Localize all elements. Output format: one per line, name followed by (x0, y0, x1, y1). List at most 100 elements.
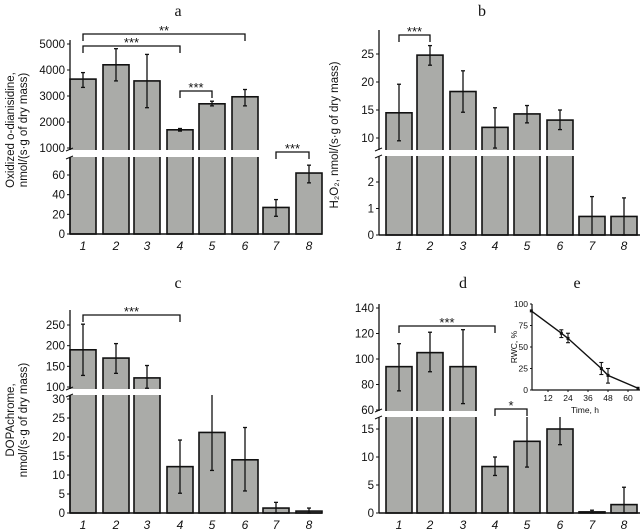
error-bar-1 (397, 83, 401, 142)
y-tick-label: 100 (514, 299, 528, 309)
axis-break-mark (65, 155, 74, 160)
axis-break-mark (374, 415, 383, 420)
y-tick-label: 0 (59, 229, 65, 241)
bracket-line (179, 90, 213, 98)
x-tick-label: 5 (524, 518, 531, 531)
bar-6 (546, 119, 574, 236)
error-bar-1 (81, 323, 85, 377)
error-bar-4 (493, 107, 497, 149)
bracket-line (275, 151, 310, 159)
x-tick-label: 7 (589, 239, 597, 253)
error-bar-2 (114, 342, 118, 375)
y-tick-label: 30 (52, 394, 65, 406)
y-tick-label: 50 (519, 342, 529, 352)
x-tick-label: 1 (80, 239, 87, 253)
y-tick-label: 140 (355, 303, 374, 315)
axis-break-mark (65, 393, 74, 398)
panel-title: c (174, 275, 181, 292)
y-tick-label: 5 (59, 489, 65, 501)
x-tick-label: 36 (583, 393, 593, 403)
x-tick-label: 2 (426, 518, 434, 531)
x-tick-label: 2 (112, 518, 120, 531)
x-tick-label: 3 (144, 518, 151, 531)
x-tick-label: 8 (306, 239, 313, 253)
x-tick-label: 5 (209, 518, 216, 531)
panel-c: c 100 150 200 250 0 5 10 15 20 25 30 1 2 3 4 5 6 7 8 DOPAchr… (5, 275, 324, 531)
error-bar-1 (397, 343, 401, 392)
significance-bracket: *** (179, 80, 213, 98)
y-tick-label: 0 (523, 385, 528, 395)
y-tick-label: 80 (361, 380, 374, 392)
y-tick-label: 150 (46, 361, 65, 373)
y-tick-label: 60 (52, 170, 65, 182)
significance-bracket: * (494, 398, 528, 416)
error-bar (606, 367, 610, 384)
error-bar-4 (178, 439, 182, 494)
significance-bracket: *** (275, 141, 310, 159)
x-tick-label: 7 (273, 518, 281, 531)
y-axis-label: nmol/(s·g of dry mass) (18, 363, 30, 478)
error-bar (599, 361, 604, 376)
x-tick-label: 2 (426, 239, 434, 253)
error-bar-8 (307, 164, 311, 184)
significance-label: *** (124, 35, 139, 50)
y-tick-label: 25 (519, 364, 529, 374)
x-tick-label: 7 (589, 518, 597, 531)
error-bar-2 (114, 48, 118, 82)
x-tick-label: 48 (603, 393, 613, 403)
x-tick-label: 1 (396, 239, 403, 253)
bracket-line (494, 408, 528, 416)
y-tick-label: 120 (355, 329, 374, 341)
y-tick-label: 10 (361, 133, 374, 145)
y-tick-label: 100 (355, 354, 374, 366)
x-tick-label: 2 (112, 239, 120, 253)
y-axis-label: RWC, % (509, 330, 519, 363)
significance-bracket: *** (398, 315, 496, 333)
y-axis-label: H₂O₂, nmol/(s·g of dry mass) (329, 61, 341, 208)
axis-break-mark (65, 147, 74, 152)
error-bar-6 (243, 88, 247, 107)
y-tick-label: 0 (368, 230, 374, 242)
bracket-line (82, 45, 181, 53)
panel-title: d (459, 275, 467, 292)
y-tick-label: 250 (46, 320, 65, 332)
y-tick-label: 60 (361, 405, 374, 417)
error-bar-4 (178, 127, 182, 132)
bracket-line (82, 33, 246, 41)
error-bar-6 (558, 109, 562, 131)
x-tick-label: 1 (396, 518, 403, 531)
significance-bracket: ** (82, 23, 246, 41)
x-tick-label: 7 (273, 239, 281, 253)
y-tick-label: 4000 (39, 65, 65, 77)
x-axis-label: Time, h (571, 405, 599, 415)
bar-2 (102, 357, 130, 514)
significance-label: ** (159, 23, 169, 38)
x-tick-label: 60 (623, 393, 633, 403)
significance-label: * (508, 398, 513, 413)
axis-break-band (375, 411, 642, 417)
x-tick-label: 3 (460, 518, 467, 531)
significance-label: *** (124, 304, 139, 319)
y-tick-label: 100 (46, 382, 65, 394)
y-axis-label: Oxidized o-dianisidine, (5, 72, 17, 188)
error-bar-1 (81, 71, 85, 89)
series-line (530, 310, 639, 389)
y-tick-label: 20 (52, 209, 65, 221)
bar-2 (416, 54, 444, 236)
axis-break-mark (374, 154, 383, 159)
y-tick-label: 10 (361, 452, 374, 464)
error-bar (566, 332, 570, 344)
x-tick-label: 4 (492, 518, 499, 531)
y-tick-label: 2000 (39, 117, 65, 129)
bar-4 (166, 129, 194, 235)
x-tick-label: 12 (543, 393, 553, 403)
y-tick-label: 3000 (39, 91, 65, 103)
error-bar-5 (210, 100, 214, 107)
bracket-line (82, 314, 181, 322)
y-tick-label: 25 (361, 49, 374, 61)
bar-3 (133, 377, 161, 514)
x-tick-label: 6 (557, 239, 564, 253)
significance-label: *** (188, 80, 203, 95)
y-tick-label: 40 (52, 190, 65, 202)
